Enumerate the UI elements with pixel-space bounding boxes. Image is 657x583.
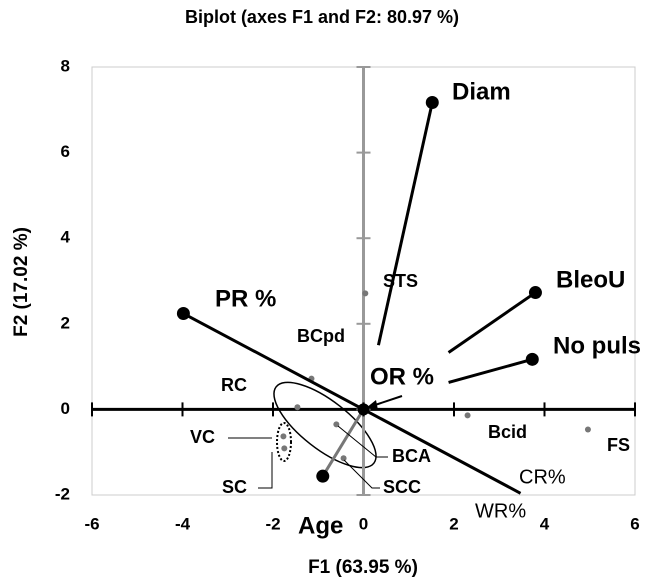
vector-label: No puls: [553, 332, 641, 359]
x-tick-label: -6: [84, 514, 99, 533]
point-label: Bcid: [488, 422, 527, 442]
observation-point: [584, 426, 591, 433]
observation-point: [333, 421, 340, 428]
y-tick-label: -2: [55, 484, 70, 503]
x-tick-label: 4: [540, 514, 550, 533]
x-tick-label: -2: [265, 514, 280, 533]
point-label: SC: [222, 477, 247, 497]
vector: [321, 408, 365, 477]
observation-point: [280, 433, 287, 440]
point-label: STS: [383, 271, 418, 291]
vector-label: PR %: [215, 285, 276, 312]
y-tick-label: 8: [61, 56, 70, 75]
vector-label: WR%: [475, 500, 526, 522]
arrowhead: [366, 400, 378, 410]
point-label: SCC: [383, 477, 421, 497]
vector-label: BleoU: [556, 266, 625, 293]
x-tick-label: 6: [630, 514, 639, 533]
point-label: RC: [221, 375, 247, 395]
vector-end: [425, 96, 439, 110]
observation-point: [362, 290, 369, 297]
arrow: [371, 395, 403, 407]
vector-label: Diam: [452, 78, 511, 105]
leader-line: [343, 459, 380, 489]
annotation: CR%: [519, 466, 566, 488]
x-axis-label: F1 (63.95 %): [308, 557, 418, 578]
leader-line: [258, 452, 273, 489]
y-tick-label: 6: [61, 142, 70, 161]
vector-label: Age: [298, 512, 343, 539]
point-label: BCA: [392, 446, 431, 466]
vector-end: [528, 286, 542, 300]
point-label: FS: [607, 435, 630, 455]
x-tick-label: 0: [359, 514, 368, 533]
vector: [376, 102, 434, 346]
vector-end: [316, 469, 330, 483]
vector-end: [176, 307, 190, 321]
observation-point: [294, 404, 301, 411]
observation-point: [281, 445, 288, 452]
x-tick-label: 2: [449, 514, 458, 533]
origin-point: [357, 403, 370, 416]
leader-line: [337, 425, 388, 458]
vector: [182, 312, 365, 411]
y-tick-label: 2: [61, 313, 70, 332]
vector: [447, 291, 537, 354]
vector: [362, 408, 522, 495]
point-label: BCpd: [297, 326, 345, 346]
group-ellipse: [273, 381, 377, 469]
annotation: OR %: [370, 363, 434, 390]
y-tick-label: 0: [61, 399, 70, 418]
y-tick-label: 4: [61, 228, 71, 247]
point-label: VC: [190, 427, 215, 447]
observation-point: [464, 412, 471, 419]
chart-title: Biplot (axes F1 and F2: 80.97 %): [185, 7, 459, 27]
x-tick-label: -4: [175, 514, 191, 533]
y-axis-label: F2 (17.02 %): [11, 227, 32, 337]
vector: [448, 357, 533, 384]
vector-end: [525, 352, 539, 366]
observation-point: [340, 455, 347, 462]
group-ellipse: [276, 422, 292, 462]
